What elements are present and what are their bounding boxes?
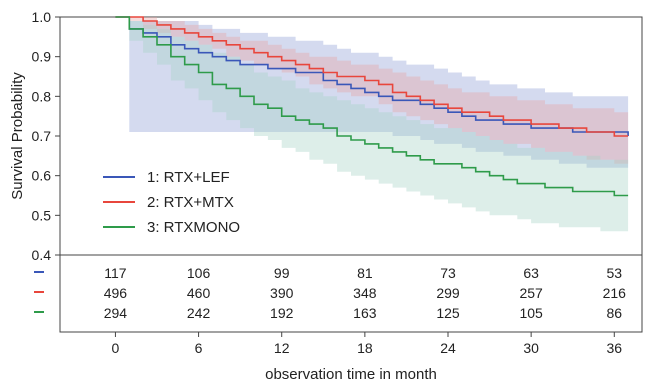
risk-count: 73 — [440, 265, 456, 281]
survival-curves — [115, 16, 629, 197]
risk-count: 86 — [606, 305, 622, 321]
risk-count: 81 — [357, 265, 373, 281]
legend-label-2: 2: RTX+MTX — [147, 194, 234, 211]
survival-line-3 — [115, 16, 629, 197]
confidence-band-3 — [115, 17, 629, 232]
risk-count: 99 — [274, 265, 290, 281]
x-tick-label: 30 — [523, 340, 539, 356]
y-axis-title: Survival Probability — [9, 72, 26, 200]
risk-count: 117 — [104, 265, 127, 281]
risk-count: 348 — [353, 285, 377, 301]
risk-table-frame — [59, 254, 643, 333]
legend-label-1: 1: RTX+LEF — [147, 169, 230, 186]
confidence-band-2 — [115, 17, 629, 164]
y-tick-label: 1.0 — [32, 9, 52, 25]
risk-count: 125 — [436, 305, 460, 321]
risk-count: 105 — [519, 305, 543, 321]
y-axis: 0.4 0.5 0.6 0.7 0.8 0.9 1.0 — [32, 9, 60, 263]
y-tick-label: 0.4 — [32, 247, 52, 263]
risk-count: 496 — [104, 285, 128, 301]
x-tick-label: 12 — [274, 340, 290, 356]
x-tick-label: 18 — [357, 340, 373, 356]
risk-count: 163 — [353, 305, 377, 321]
risk-count: 460 — [187, 285, 211, 301]
legend: 1: RTX+LEF 2: RTX+MTX 3: RTXMONO — [103, 169, 240, 236]
risk-count: 242 — [187, 305, 211, 321]
risk-table: 117 106 99 81 73 63 53 496 460 390 348 299 257 216 294… — [34, 265, 626, 321]
x-tick-label: 36 — [606, 340, 622, 356]
y-tick-label: 0.9 — [32, 49, 52, 65]
risk-count: 192 — [270, 305, 294, 321]
survival-line-1 — [115, 16, 629, 136]
risk-count: 53 — [606, 265, 622, 281]
legend-label-3: 3: RTXMONO — [147, 219, 240, 236]
x-tick-label: 6 — [195, 340, 203, 356]
risk-count: 63 — [523, 265, 539, 281]
risk-count: 257 — [519, 285, 543, 301]
risk-count: 390 — [270, 285, 294, 301]
confidence-bands — [115, 17, 629, 232]
survival-line-2 — [115, 16, 629, 137]
y-tick-label: 0.7 — [32, 128, 52, 144]
y-tick-label: 0.8 — [32, 88, 52, 104]
risk-count: 299 — [436, 285, 460, 301]
y-tick-label: 0.5 — [32, 207, 52, 223]
x-axis-title: observation time in month — [265, 366, 437, 383]
x-tick-label: 24 — [440, 340, 456, 356]
x-tick-label: 0 — [112, 340, 120, 356]
x-axis: 0 6 12 18 24 30 36 — [112, 332, 622, 356]
risk-count: 294 — [104, 305, 128, 321]
y-tick-label: 0.6 — [32, 168, 52, 184]
risk-count: 216 — [603, 285, 627, 301]
confidence-band-1 — [115, 17, 629, 172]
risk-count: 106 — [187, 265, 211, 281]
